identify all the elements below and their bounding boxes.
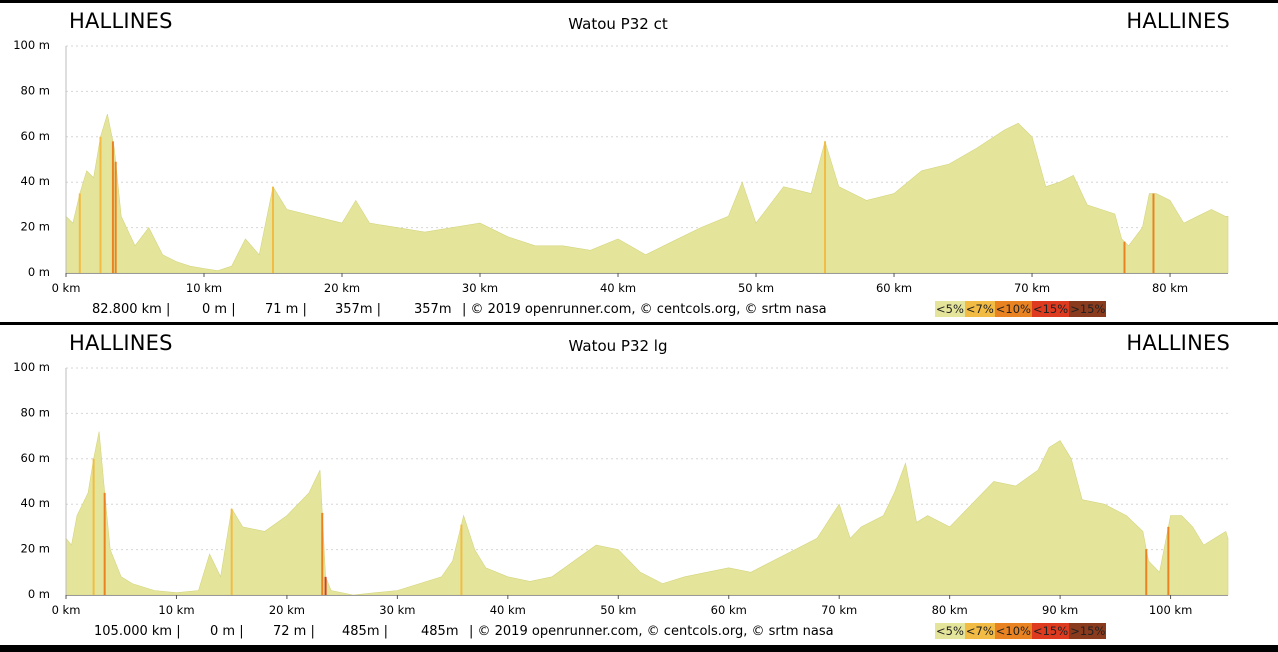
x-tick-label: 0 km [52, 281, 81, 295]
profile-panel-lg: HALLINES Watou P32 lg HALLINES 0 m 20 m 40… [0, 325, 1278, 645]
elevation-area [65, 431, 1229, 596]
y-tick-label: 60 m [21, 129, 51, 143]
x-tick-label: 10 km [158, 603, 194, 617]
stat-distance: 105.000 km | [94, 624, 181, 639]
stat-min-altitude: 0 m | [202, 302, 236, 317]
x-tick-label: 10 km [186, 281, 222, 295]
end-place-label: HALLINES [1126, 331, 1230, 355]
x-tick-label: 90 km [1042, 603, 1078, 617]
y-tick-label: 0 m [28, 265, 50, 279]
x-tick-label: 0 km [52, 603, 81, 617]
start-place-label: HALLINES [69, 331, 173, 355]
stat-descent: 357m [414, 302, 452, 317]
end-place-label: HALLINES [1126, 9, 1230, 33]
y-tick-label: 40 m [21, 174, 51, 188]
x-tick-label: 60 km [711, 603, 747, 617]
grade-legend: <5% <7% <10% <15% >15% [935, 623, 1107, 639]
x-tick-label: 40 km [490, 603, 526, 617]
stat-ascent: 357m | [335, 302, 381, 317]
x-tick-label: 70 km [821, 603, 857, 617]
top-rule [0, 0, 1278, 3]
x-tick-label: 80 km [932, 603, 968, 617]
x-tick-label: 20 km [324, 281, 360, 295]
stat-credits: | © 2019 openrunner.com, © centcols.org,… [469, 624, 834, 639]
x-tick-label: 60 km [876, 281, 912, 295]
x-tick-label: 100 km [1149, 603, 1192, 617]
y-tick-label: 20 m [21, 542, 51, 556]
route-stats: 82.800 km | 0 m | 71 m | 357m | 357m | ©… [0, 302, 1278, 322]
y-tick-label: 80 m [21, 83, 51, 97]
grade-legend: <5% <7% <10% <15% >15% [935, 301, 1107, 317]
legend-item: <7% [964, 623, 995, 639]
x-tick-label: 50 km [600, 603, 636, 617]
y-tick-label: 40 m [21, 496, 51, 510]
legend-item: <7% [964, 301, 995, 317]
route-stats: 105.000 km | 0 m | 72 m | 485m | 485m | … [0, 624, 1278, 644]
legend-item: <10% [994, 301, 1032, 317]
start-place-label: HALLINES [69, 9, 173, 33]
legend-item: <10% [994, 623, 1032, 639]
legend-item: <5% [935, 301, 965, 317]
stat-min-altitude: 0 m | [210, 624, 244, 639]
chart-title: Watou P32 ct [568, 15, 668, 33]
elevation-chart: 0 m 20 m 40 m 60 m 80 m 100 m 0 km 10 km 20 km 30… [13, 360, 1229, 617]
bottom-rule [0, 645, 1278, 652]
y-tick-label: 100 m [13, 360, 50, 374]
profile-panel-ct: HALLINES Watou P32 ct HALLINES 0 m 20 m 40… [0, 3, 1278, 323]
y-tick-label: 20 m [21, 220, 51, 234]
y-tick-label: 80 m [21, 405, 51, 419]
stat-distance: 82.800 km | [92, 302, 171, 317]
legend-item: >15% [1069, 301, 1107, 317]
x-tick-label: 40 km [600, 281, 636, 295]
stat-max-altitude: 71 m | [265, 302, 307, 317]
x-tick-label: 20 km [269, 603, 305, 617]
legend-item: >15% [1069, 623, 1107, 639]
y-tick-label: 0 m [28, 587, 50, 601]
x-tick-label: 80 km [1152, 281, 1188, 295]
x-tick-label: 30 km [462, 281, 498, 295]
y-tick-label: 60 m [21, 451, 51, 465]
separator-rule [0, 322, 1278, 325]
stat-max-altitude: 72 m | [273, 624, 315, 639]
stat-descent: 485m [421, 624, 459, 639]
x-tick-label: 30 km [379, 603, 415, 617]
stat-ascent: 485m | [342, 624, 388, 639]
y-tick-label: 100 m [13, 38, 50, 52]
legend-item: <15% [1031, 301, 1070, 317]
elevation-chart: 0 m 20 m 40 m 60 m 80 m 100 m 0 km 10 km 20 km 30… [13, 38, 1229, 295]
x-tick-label: 70 km [1014, 281, 1050, 295]
stat-credits: | © 2019 openrunner.com, © centcols.org,… [462, 302, 827, 317]
chart-title: Watou P32 lg [568, 337, 668, 355]
x-tick-label: 50 km [738, 281, 774, 295]
elevation-area [65, 114, 1229, 274]
legend-item: <15% [1031, 623, 1070, 639]
legend-item: <5% [935, 623, 965, 639]
